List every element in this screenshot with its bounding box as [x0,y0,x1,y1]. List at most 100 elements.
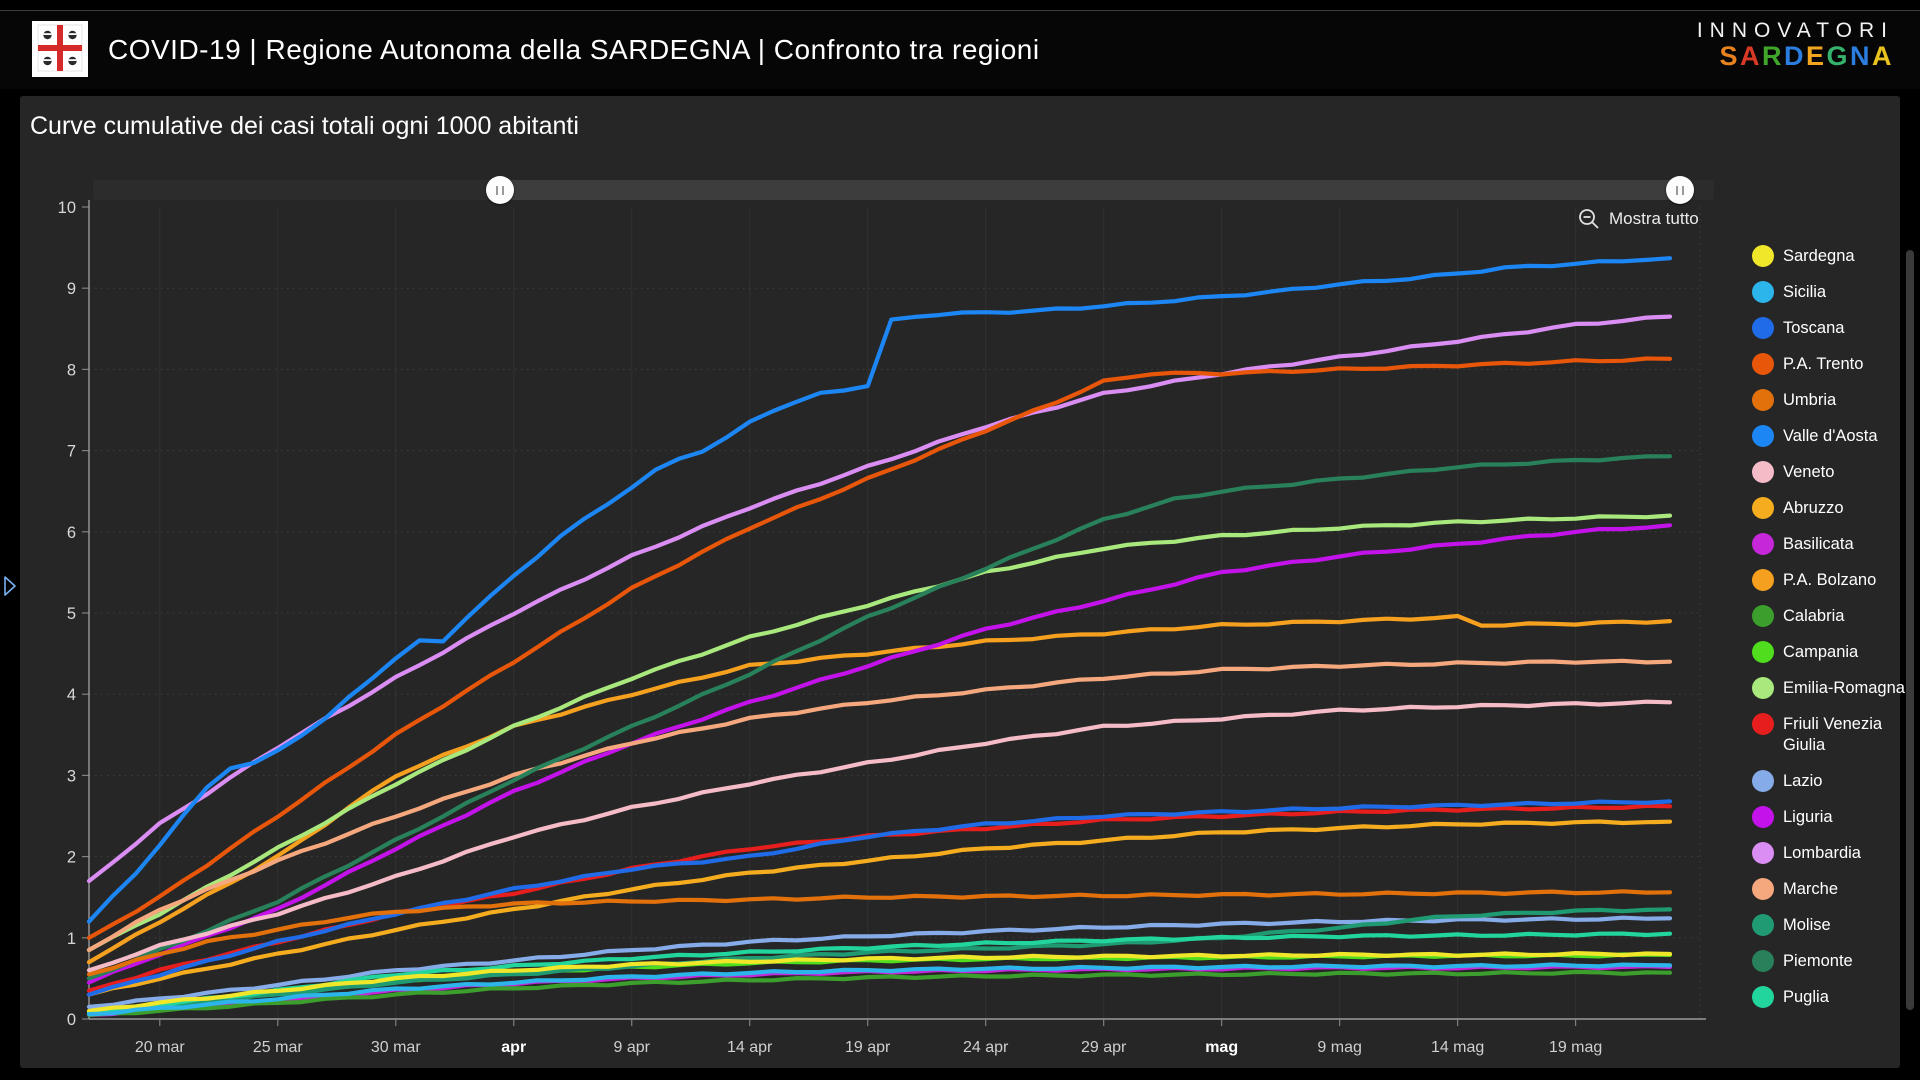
x-axis-label: mag [1205,1039,1238,1056]
slider-handle-right[interactable] [1665,176,1694,204]
legend-label: Abruzzo [1783,499,1844,517]
brand-letter: G [1826,41,1850,72]
legend-label: Sardegna [1783,247,1855,265]
y-axis-label: 2 [67,849,76,867]
legend-item[interactable]: Friuli Venezia Giulia [1752,713,1914,756]
y-axis-label: 6 [67,524,76,542]
legend-color-dot [1752,605,1774,627]
y-axis-label: 8 [67,361,76,379]
legend-label: Friuli Venezia Giulia [1783,715,1883,754]
slider-handle-left[interactable] [485,176,514,204]
legend-color-dot [1752,281,1774,303]
series-line-calabria[interactable] [86,969,1673,1017]
legend-color-dot [1752,677,1774,699]
legend-item[interactable]: Marche [1752,878,1914,900]
legend-item[interactable]: Basilicata [1752,533,1914,555]
legend-color-dot [1752,461,1774,483]
brand-letter: E [1805,41,1827,72]
y-axis-label: 10 [58,199,76,217]
legend-label: Umbria [1783,391,1837,409]
chart-legend: Sardegna Sicilia Toscana P.A. Trento Umbria V… [1752,245,1914,1022]
brand-letter: R [1761,41,1784,72]
legend-item[interactable]: Valle d'Aosta [1752,425,1914,447]
brand-letter: A [1872,41,1894,72]
y-axis-label: 9 [67,280,76,298]
y-axis-label: 7 [67,443,76,461]
legend-item[interactable]: Toscana [1752,317,1914,339]
sardegna-coat-of-arms-icon [37,24,83,72]
legend-label: Toscana [1783,319,1845,337]
x-axis-label: 25 mar [253,1039,303,1056]
legend-color-dot [1752,806,1774,828]
legend-scrollbar[interactable] [1906,250,1914,1010]
legend-item[interactable]: Abruzzo [1752,497,1914,519]
brand-line1: INNOVATORI [1696,19,1894,42]
date-range-slider-track[interactable] [93,176,1714,204]
brand-letter: S [1719,41,1740,72]
x-axis-label: 14 apr [727,1039,773,1056]
series-line-valle-d-aosta[interactable] [86,256,1673,924]
series-line-lombardia[interactable] [86,314,1673,884]
series-line-liguria[interactable] [86,523,1673,985]
series-line-molise[interactable] [86,907,1673,1015]
series-line-veneto[interactable] [86,699,1673,973]
legend-item[interactable]: P.A. Bolzano [1752,569,1914,591]
brand-letter: N [1850,41,1872,72]
x-axis-label: 20 mar [135,1039,185,1056]
app-title: COVID-19 | Regione Autonoma della SARDEG… [108,34,1040,65]
legend-item[interactable]: Puglia [1752,986,1914,1008]
y-axis-label: 5 [67,605,76,623]
legend-color-dot [1752,425,1774,447]
x-axis-label: 29 apr [1081,1039,1127,1056]
legend-item[interactable]: Calabria [1752,605,1914,627]
show-all-button[interactable]: Mostra tutto [1578,208,1699,230]
legend-item[interactable]: Lazio [1752,770,1914,792]
legend-color-dot [1752,986,1774,1008]
legend-item[interactable]: Lombardia [1752,842,1914,864]
series-line-marche[interactable] [86,658,1673,953]
series-line-puglia[interactable] [86,931,1673,1015]
legend-color-dot [1752,842,1774,864]
x-axis-label: 19 mag [1549,1039,1602,1056]
series-line-abruzzo[interactable] [86,819,1673,997]
series-line-sicilia[interactable] [86,962,1673,1017]
chart-panel [20,96,1900,1068]
legend-item[interactable]: Emilia-Romagna [1752,677,1914,699]
legend-item[interactable]: Veneto [1752,461,1914,483]
legend-color-dot [1752,389,1774,411]
y-axis-label: 0 [67,1011,76,1029]
series-line-toscana[interactable] [86,799,1673,997]
brand-letter: D [1783,41,1806,72]
legend-item[interactable]: Piemonte [1752,950,1914,972]
legend-item[interactable]: Umbria [1752,389,1914,411]
x-axis-label: 30 mar [371,1039,421,1056]
legend-item[interactable]: Sardegna [1752,245,1914,267]
series-line-piemonte[interactable] [86,454,1673,981]
legend-label: Emilia-Romagna [1783,679,1905,697]
legend-item[interactable]: Liguria [1752,806,1914,828]
x-axis-label: 24 apr [963,1039,1009,1056]
legend-label: Valle d'Aosta [1783,427,1878,445]
series-line-umbria[interactable] [86,889,1673,977]
legend-color-dot [1752,569,1774,591]
expand-sidebar-arrow-icon[interactable] [2,575,18,597]
legend-color-dot [1752,353,1774,375]
series-line-emilia-romagna[interactable] [86,513,1673,953]
legend-label: Lazio [1783,772,1823,790]
legend-item[interactable]: P.A. Trento [1752,353,1914,375]
legend-item[interactable]: Sicilia [1752,281,1914,303]
legend-label: Sicilia [1783,283,1827,301]
legend-item[interactable]: Campania [1752,641,1914,663]
legend-label: Veneto [1783,463,1835,481]
sardegna-logo [32,21,88,77]
legend-label: Liguria [1783,808,1833,826]
series-line-p-a-trento[interactable] [86,356,1673,940]
date-range-selected [499,180,1680,200]
legend-item[interactable]: Molise [1752,914,1914,936]
series-line-p-a-bolzano[interactable] [86,613,1673,965]
legend-color-dot [1752,317,1774,339]
x-axis-label: 14 mag [1431,1039,1484,1056]
x-axis-label: 19 apr [845,1039,891,1056]
x-axis-label: 9 mag [1317,1039,1361,1056]
series-line-sardegna[interactable] [86,951,1673,1013]
